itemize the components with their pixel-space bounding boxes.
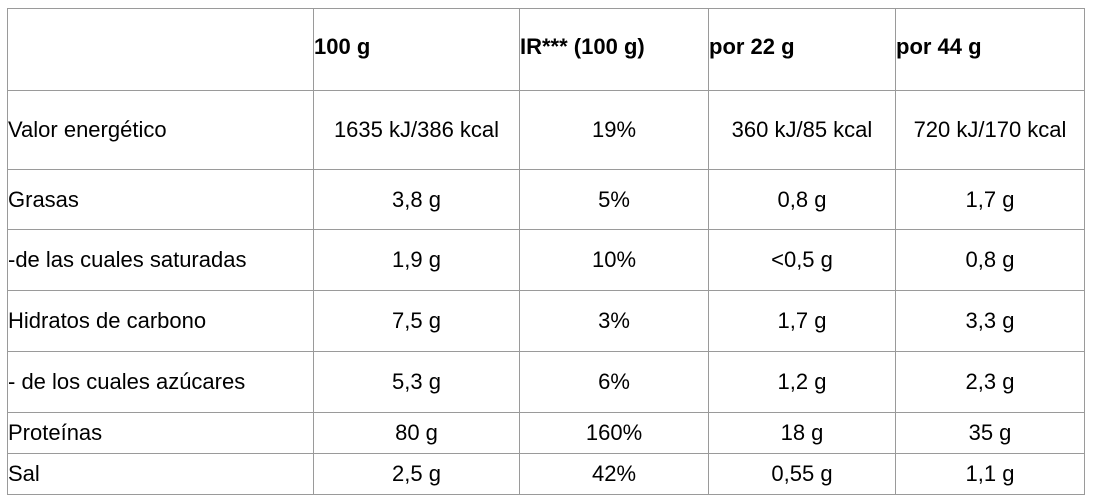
value-cell: 5% xyxy=(519,169,709,230)
row-label: Valor energético xyxy=(7,90,314,170)
value-cell: 1,9 g xyxy=(313,229,520,291)
row-label: Hidratos de carbono xyxy=(7,290,314,352)
value-cell: 720 kJ/170 kcal xyxy=(895,90,1085,170)
value-cell: 18 g xyxy=(708,412,896,454)
value-cell: 2,5 g xyxy=(313,453,520,495)
value-cell: 80 g xyxy=(313,412,520,454)
value-cell: 3% xyxy=(519,290,709,352)
value-cell: 3,8 g xyxy=(313,169,520,230)
value-cell: 3,3 g xyxy=(895,290,1085,352)
value-cell: 1,1 g xyxy=(895,453,1085,495)
table-row: Grasas 3,8 g 5% 0,8 g 1,7 g xyxy=(7,169,1085,230)
header-cell-ir: IR*** (100 g) xyxy=(519,8,709,91)
value-cell: 1635 kJ/386 kcal xyxy=(313,90,520,170)
table-row: Sal 2,5 g 42% 0,55 g 1,1 g xyxy=(7,453,1085,495)
table-row: Hidratos de carbono 7,5 g 3% 1,7 g 3,3 g xyxy=(7,290,1085,352)
value-cell: 1,7 g xyxy=(708,290,896,352)
header-cell-100g: 100 g xyxy=(313,8,520,91)
value-cell: 1,2 g xyxy=(708,351,896,413)
value-cell: 160% xyxy=(519,412,709,454)
row-label: Grasas xyxy=(7,169,314,230)
value-cell: 0,8 g xyxy=(708,169,896,230)
header-cell-por-22g: por 22 g xyxy=(708,8,896,91)
value-cell: 0,55 g xyxy=(708,453,896,495)
value-cell: 7,5 g xyxy=(313,290,520,352)
nutrition-table: 100 g IR*** (100 g) por 22 g por 44 g Va… xyxy=(7,8,1085,495)
header-cell-por-44g: por 44 g xyxy=(895,8,1085,91)
value-cell: 6% xyxy=(519,351,709,413)
value-cell: <0,5 g xyxy=(708,229,896,291)
row-label: Sal xyxy=(7,453,314,495)
value-cell: 5,3 g xyxy=(313,351,520,413)
value-cell: 2,3 g xyxy=(895,351,1085,413)
table-row: - de los cuales azúcares 5,3 g 6% 1,2 g … xyxy=(7,351,1085,413)
value-cell: 35 g xyxy=(895,412,1085,454)
value-cell: 0,8 g xyxy=(895,229,1085,291)
value-cell: 42% xyxy=(519,453,709,495)
row-label: Proteínas xyxy=(7,412,314,454)
value-cell: 10% xyxy=(519,229,709,291)
header-cell-empty xyxy=(7,8,314,91)
value-cell: 1,7 g xyxy=(895,169,1085,230)
row-label: -de las cuales saturadas xyxy=(7,229,314,291)
table-row: Valor energético 1635 kJ/386 kcal 19% 36… xyxy=(7,90,1085,170)
value-cell: 19% xyxy=(519,90,709,170)
value-cell: 360 kJ/85 kcal xyxy=(708,90,896,170)
table-row: Proteínas 80 g 160% 18 g 35 g xyxy=(7,412,1085,454)
table-header-row: 100 g IR*** (100 g) por 22 g por 44 g xyxy=(7,8,1085,91)
table-row: -de las cuales saturadas 1,9 g 10% <0,5 … xyxy=(7,229,1085,291)
row-label: - de los cuales azúcares xyxy=(7,351,314,413)
